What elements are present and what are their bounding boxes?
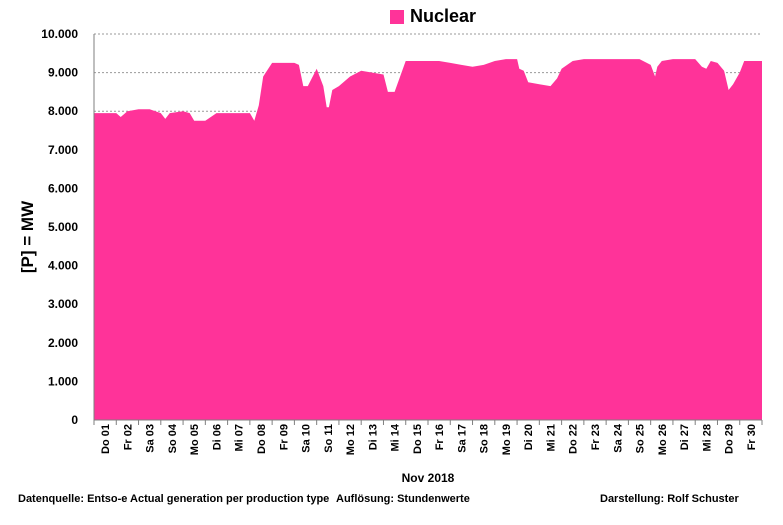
x-tick-label: Di 13 <box>367 424 379 450</box>
y-tick-label: 5.000 <box>48 220 78 234</box>
y-tick-label: 4.000 <box>48 259 78 273</box>
x-tick-label: Fr 02 <box>122 424 134 450</box>
y-tick-label: 6.000 <box>48 181 78 195</box>
x-tick-label: Di 06 <box>212 424 224 450</box>
x-tick-label: Mi 28 <box>701 424 713 452</box>
x-tick-label: So 18 <box>479 424 491 453</box>
y-tick-label: 3.000 <box>48 297 78 311</box>
x-tick-label: Mi 14 <box>390 423 402 451</box>
legend: Nuclear <box>390 6 476 27</box>
x-tick-label: Mo 19 <box>501 424 513 455</box>
x-tick-label: Mo 26 <box>657 424 669 455</box>
y-tick-label: 9.000 <box>48 66 78 80</box>
y-tick-label: 2.000 <box>48 336 78 350</box>
footer-source: Datenquelle: Entso-e Actual generation p… <box>18 493 330 505</box>
y-tick-label: 8.000 <box>48 104 78 118</box>
x-tick-label: Do 08 <box>256 424 268 454</box>
x-axis-label: Nov 2018 <box>402 471 455 485</box>
y-tick-label: 10.000 <box>41 27 78 41</box>
x-tick-label: Di 20 <box>523 424 535 450</box>
x-tick-label: Fr 30 <box>746 424 758 450</box>
y-tick-label: 1.000 <box>48 374 78 388</box>
legend-swatch-nuclear <box>390 9 404 24</box>
y-axis-label: [P] = MW <box>18 200 37 273</box>
y-tick-labels: 0 1.000 2.000 3.000 4.000 5.000 6.000 7.000 8.00… <box>41 27 78 427</box>
x-tick-label: Mo 12 <box>345 424 357 455</box>
x-tick-label: Do 01 <box>100 424 112 454</box>
x-tick-label: Do 29 <box>724 424 736 454</box>
x-tick-label: Sa 10 <box>301 424 313 453</box>
x-tick-label: Sa 24 <box>612 423 624 453</box>
x-tick-label: Fr 09 <box>278 424 290 450</box>
y-tick-label: 0 <box>71 413 78 427</box>
x-tick-label: So 11 <box>323 424 335 453</box>
x-tick-labels: Do 01 Fr 02 Sa 03 So 04 Mo 05 Di 06 Mi 07 Do 08… <box>93 420 763 455</box>
x-tick-label: So 25 <box>635 424 647 453</box>
x-tick-label: Fr 23 <box>590 424 602 450</box>
x-tick-label: Mo 05 <box>189 424 201 455</box>
x-tick-label: Sa 17 <box>456 424 468 453</box>
x-tick-label: Fr 16 <box>434 424 446 450</box>
x-tick-label: Di 27 <box>679 424 691 450</box>
footer-author: Darstellung: Rolf Schuster <box>600 493 739 505</box>
x-tick-label: So 04 <box>167 423 179 453</box>
legend-label-nuclear: Nuclear <box>410 6 477 26</box>
x-tick-label: Sa 03 <box>145 424 157 453</box>
footer-resolution: Auflösung: Stundenwerte <box>336 493 470 505</box>
x-tick-label: Mi 21 <box>546 424 558 452</box>
x-tick-label: Do 15 <box>412 424 424 454</box>
x-tick-label: Mi 07 <box>234 424 246 452</box>
y-tick-label: 7.000 <box>48 143 78 157</box>
series-area-nuclear <box>94 59 762 420</box>
x-tick-label: Do 22 <box>568 424 580 454</box>
